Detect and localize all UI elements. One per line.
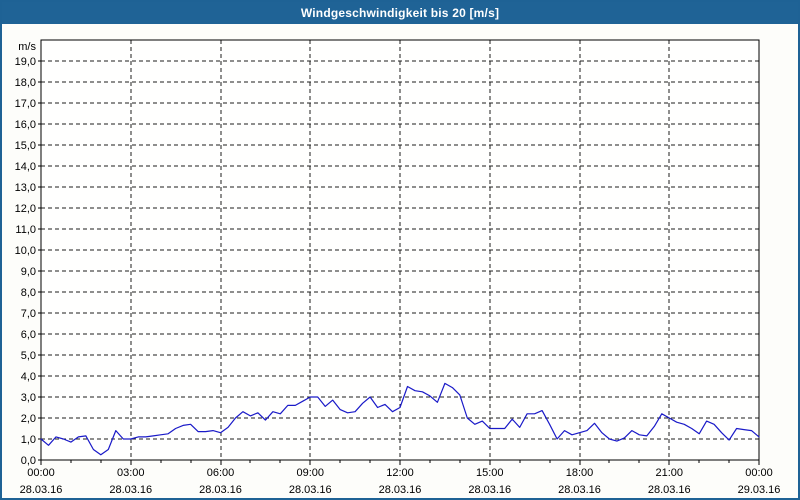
svg-text:6,0: 6,0 [21,329,36,341]
svg-text:15,0: 15,0 [15,140,36,152]
svg-text:03:00: 03:00 [117,467,145,479]
svg-text:4,0: 4,0 [21,371,36,383]
y-axis-labels: 0,0 1,0 2,0 3,0 4,0 5,0 6,0 7,0 8,0 9,0 10,0 11,0 12… [15,41,37,467]
svg-text:7,0: 7,0 [21,308,36,320]
svg-text:00:00: 00:00 [27,467,55,479]
svg-text:3,0: 3,0 [21,392,36,404]
svg-text:13,0: 13,0 [15,182,36,194]
chart-area: 0,0 1,0 2,0 3,0 4,0 5,0 6,0 7,0 8,0 9,0 10,0 11,0 12… [2,24,798,498]
svg-text:21:00: 21:00 [655,467,683,479]
svg-text:29.03.16: 29.03.16 [738,484,781,496]
svg-text:1,0: 1,0 [21,434,36,446]
svg-text:18:00: 18:00 [566,467,594,479]
svg-text:28.03.16: 28.03.16 [20,484,63,496]
svg-text:28.03.16: 28.03.16 [289,484,332,496]
axis-ticks [38,60,760,465]
svg-text:12,0: 12,0 [15,203,36,215]
svg-text:2,0: 2,0 [21,413,36,425]
svg-text:0,0: 0,0 [21,455,36,467]
chart-title: Windgeschwindigkeit bis 20 [m/s] [300,6,500,20]
svg-text:06:00: 06:00 [207,467,235,479]
svg-text:28.03.16: 28.03.16 [558,484,601,496]
wind-speed-series-line [40,382,760,456]
svg-text:28.03.16: 28.03.16 [648,484,691,496]
svg-text:10,0: 10,0 [15,245,36,257]
wind-speed-chart: 0,0 1,0 2,0 3,0 4,0 5,0 6,0 7,0 8,0 9,0 10,0 11,0 12… [15,39,781,496]
svg-text:9,0: 9,0 [21,266,36,278]
x-axis-labels: 00:00 28.03.16 03:00 28.03.16 06:00 28.03.16 0… [20,467,781,496]
svg-text:18,0: 18,0 [15,77,36,89]
svg-text:11,0: 11,0 [15,224,36,236]
svg-text:14,0: 14,0 [15,161,36,173]
svg-text:16,0: 16,0 [15,119,36,131]
svg-text:15:00: 15:00 [476,467,504,479]
svg-text:5,0: 5,0 [21,350,36,362]
svg-text:28.03.16: 28.03.16 [379,484,422,496]
svg-text:12:00: 12:00 [386,467,414,479]
chart-title-bar: Windgeschwindigkeit bis 20 [m/s] [2,2,798,24]
svg-text:8,0: 8,0 [21,287,36,299]
svg-text:28.03.16: 28.03.16 [199,484,242,496]
gridlines [41,40,759,460]
svg-text:00:00: 00:00 [745,467,773,479]
svg-text:19,0: 19,0 [15,56,36,68]
svg-text:17,0: 17,0 [15,98,36,110]
svg-text:m/s: m/s [18,41,36,53]
svg-text:28.03.16: 28.03.16 [468,484,511,496]
svg-text:09:00: 09:00 [296,467,324,479]
svg-text:28.03.16: 28.03.16 [109,484,152,496]
